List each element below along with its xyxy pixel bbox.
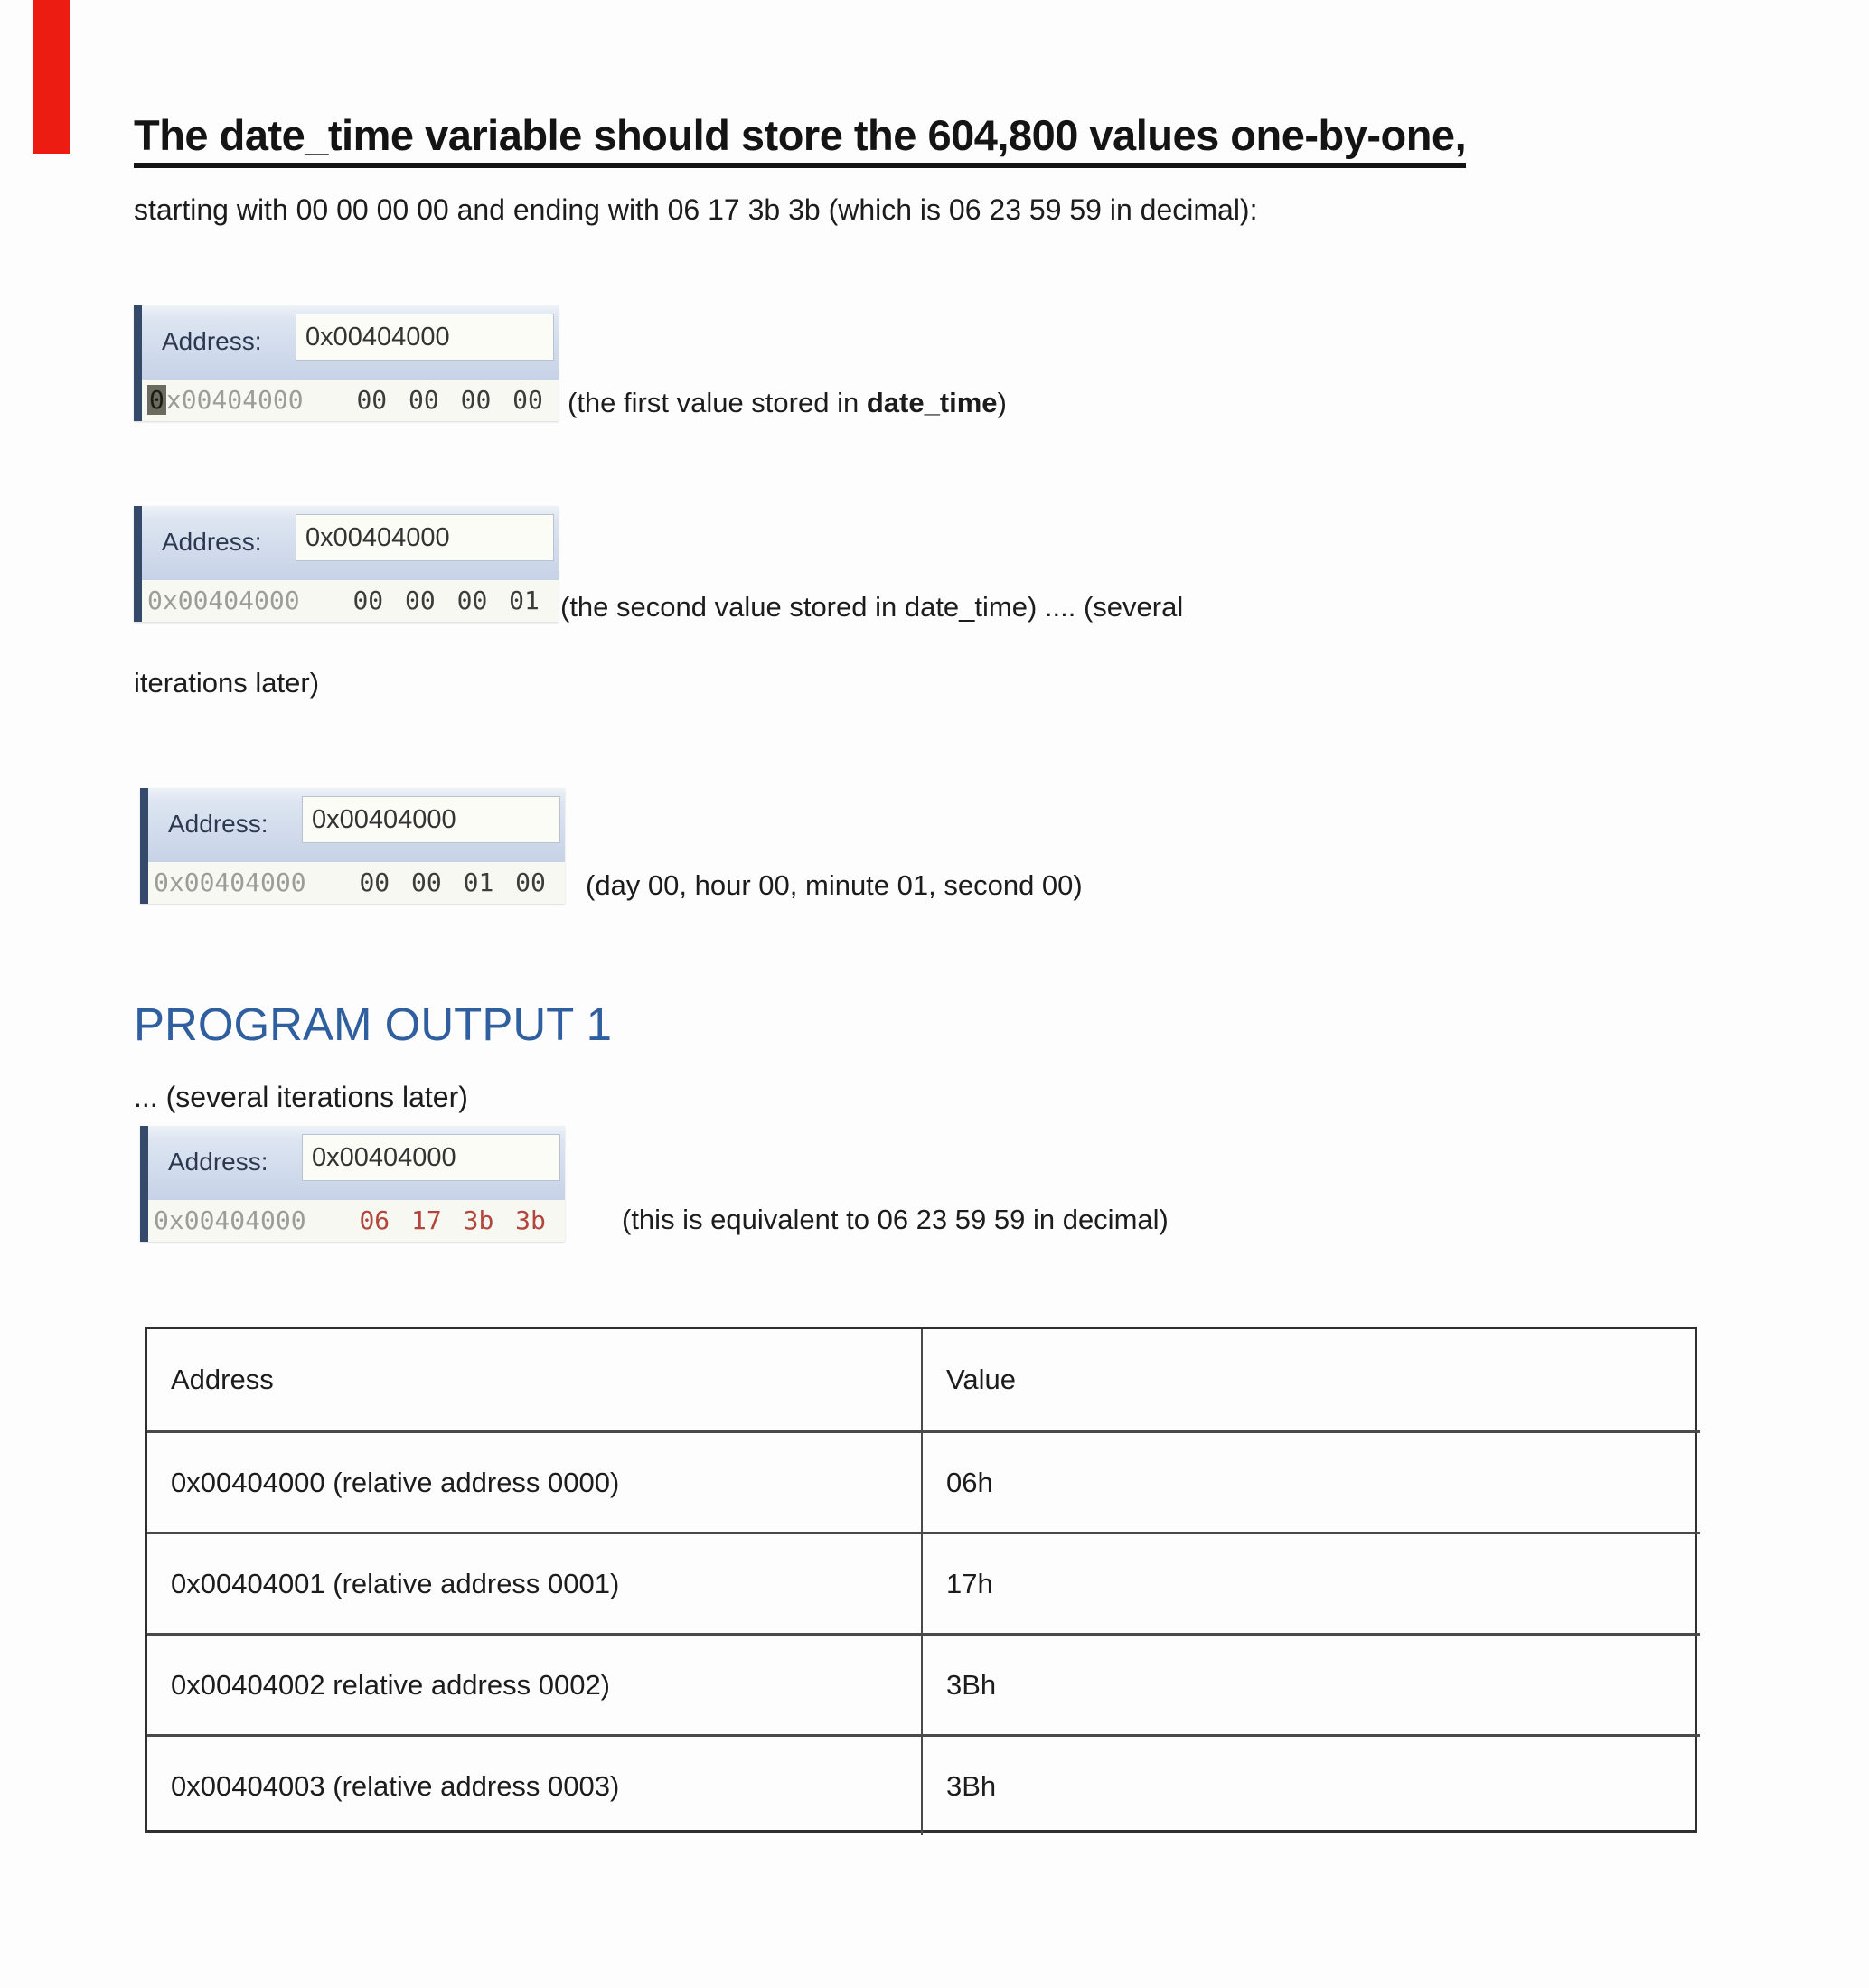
memory-row-address: 0x00404000 — [154, 867, 306, 897]
cursor-highlight: 0 — [147, 385, 166, 415]
memory-row-bytes: 00 00 01 00 — [359, 867, 546, 897]
memory-row-address: 0x00404000 — [147, 586, 300, 615]
panel-accent-bar — [140, 1126, 148, 1242]
panel-header: Address: — [148, 788, 565, 863]
address-input[interactable] — [296, 514, 554, 561]
address-input[interactable] — [302, 796, 560, 843]
address-label: Address: — [168, 810, 268, 838]
page-subtitle: starting with 00 00 00 00 and ending wit… — [134, 193, 1258, 226]
panel-accent-bar — [134, 305, 142, 421]
memory-panel-2: Address: 0x00404000 00 00 00 01 — [134, 506, 559, 622]
table-row-value: 3Bh — [921, 1734, 1700, 1835]
memory-row: 0x00404000 06 17 3b 3b — [148, 1200, 565, 1242]
memory-row-bytes: 00 00 00 00 — [356, 385, 543, 415]
caption-first-value: (the first value stored in date_time) — [568, 387, 1007, 418]
address-label: Address: — [162, 327, 262, 355]
table-header-address: Address — [171, 1364, 274, 1395]
address-label: Address: — [168, 1148, 268, 1176]
caption-equivalent-decimal: (this is equivalent to 06 23 59 59 in de… — [622, 1204, 1169, 1235]
table-row-address: 0x00404001 (relative address 0001) — [147, 1532, 921, 1633]
address-value-table: Address Value 0x00404000 (relative addre… — [145, 1327, 1700, 1835]
memory-row-address: 0x00404000 — [154, 1205, 306, 1235]
section-note: ... (several iterations later) — [134, 1081, 468, 1113]
red-annotation-marker — [33, 0, 70, 154]
panel-header: Address: — [148, 1126, 565, 1201]
memory-panel-3: Address: 0x00404000 00 00 01 00 — [140, 788, 565, 904]
memory-row: 0x00404000 00 00 00 00 — [142, 380, 559, 421]
table-row-value: 17h — [921, 1532, 1700, 1633]
table-row-address: 0x00404000 (relative address 0000) — [147, 1430, 921, 1532]
memory-row-address: 0x00404000 — [147, 385, 304, 415]
table-row-value: 06h — [921, 1430, 1700, 1532]
address-label: Address: — [162, 528, 262, 556]
memory-panel-4: Address: 0x00404000 06 17 3b 3b — [140, 1126, 565, 1242]
memory-row: 0x00404000 00 00 00 01 — [142, 580, 559, 622]
table-header-value: Value — [921, 1329, 1700, 1430]
table-row-value: 3Bh — [921, 1633, 1700, 1734]
memory-row-bytes: 06 17 3b 3b — [359, 1205, 546, 1235]
memory-panel-1: Address: 0x00404000 00 00 00 00 — [134, 305, 559, 421]
memory-row: 0x00404000 00 00 01 00 — [148, 862, 565, 904]
panel-accent-bar — [134, 506, 142, 622]
caption-day-hour-minute: (day 00, hour 00, minute 01, second 00) — [586, 869, 1083, 901]
caption-second-value-continuation: iterations later) — [134, 667, 320, 699]
caption-second-value: (the second value stored in date_time) .… — [560, 591, 1184, 623]
panel-header: Address: — [142, 305, 559, 380]
panel-accent-bar — [140, 788, 148, 904]
memory-row-bytes: 00 00 00 01 — [352, 586, 540, 615]
section-heading-program-output-1: PROGRAM OUTPUT 1 — [134, 999, 612, 1050]
panel-header: Address: — [142, 506, 559, 581]
table-row-address: 0x00404003 (relative address 0003) — [147, 1734, 921, 1835]
table-row-address: 0x00404002 relative address 0002) — [147, 1633, 921, 1734]
address-input[interactable] — [296, 314, 554, 361]
address-input[interactable] — [302, 1134, 560, 1181]
page-title: The date_time variable should store the … — [134, 110, 1467, 168]
